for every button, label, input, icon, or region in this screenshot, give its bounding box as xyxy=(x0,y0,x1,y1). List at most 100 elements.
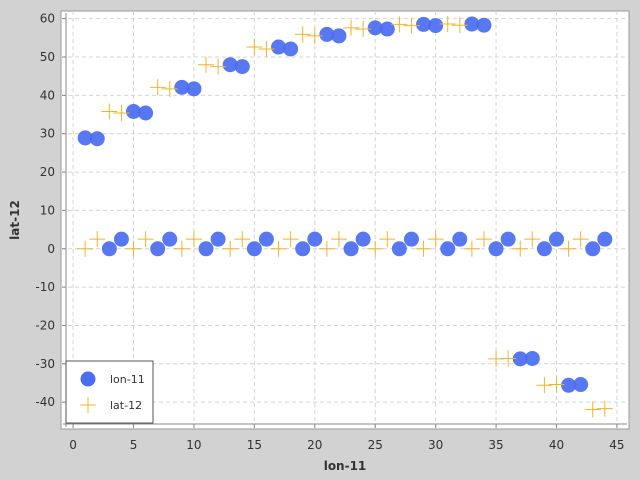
data-point xyxy=(185,231,202,248)
y-tick-label: 30 xyxy=(40,127,55,141)
data-point xyxy=(391,16,408,33)
data-point xyxy=(524,231,541,248)
y-tick-label: 40 xyxy=(40,88,55,102)
data-point xyxy=(270,240,287,257)
x-tick-label: 0 xyxy=(69,438,77,452)
y-axis-label: lat-12 xyxy=(8,200,22,240)
data-point xyxy=(428,18,444,34)
data-point xyxy=(246,241,262,257)
data-point xyxy=(137,231,154,248)
data-point xyxy=(585,241,601,257)
x-axis-ticks: 0 5 10 15 20 25 30 35 40 45 xyxy=(69,424,625,452)
series-lon-11 xyxy=(77,16,613,393)
data-point xyxy=(512,240,529,257)
grid-lines xyxy=(61,11,629,429)
data-point xyxy=(403,17,420,34)
data-point xyxy=(440,241,456,257)
y-tick-label: -10 xyxy=(35,280,55,294)
data-point xyxy=(391,241,407,257)
y-tick-label: -30 xyxy=(35,357,55,371)
data-point xyxy=(319,26,335,42)
data-point xyxy=(138,105,154,121)
legend-label: lat-12 xyxy=(110,399,142,412)
legend: lon-11 lat-12 xyxy=(65,360,154,424)
data-point xyxy=(560,240,577,257)
data-point xyxy=(198,241,214,257)
data-point xyxy=(101,241,117,257)
data-point xyxy=(524,350,540,366)
x-tick-label: 25 xyxy=(368,438,383,452)
x-tick-label: 40 xyxy=(549,438,564,452)
data-point xyxy=(234,59,250,75)
y-tick-label: 0 xyxy=(47,242,55,256)
x-axis-label: lon-11 xyxy=(324,459,367,473)
data-point xyxy=(283,41,299,57)
data-point xyxy=(464,16,480,32)
data-point xyxy=(451,17,468,34)
y-tick-label: 10 xyxy=(40,203,55,217)
data-point xyxy=(427,231,444,248)
y-axis-ticks: -40 -30 -20 -10 0 10 20 30 40 50 60 xyxy=(35,12,66,409)
data-point xyxy=(331,28,347,44)
data-point xyxy=(282,231,299,248)
data-point xyxy=(318,240,335,257)
data-point xyxy=(210,58,227,75)
data-point xyxy=(379,231,396,248)
data-point xyxy=(367,240,384,257)
data-point xyxy=(150,241,166,257)
data-points xyxy=(77,16,613,418)
data-point xyxy=(476,17,492,33)
data-point xyxy=(222,57,238,73)
data-point xyxy=(500,350,517,367)
data-point xyxy=(258,231,274,247)
data-point xyxy=(488,241,504,257)
data-point xyxy=(463,240,480,257)
legend-item: lat-12 xyxy=(80,397,142,413)
data-point xyxy=(222,240,239,257)
data-point xyxy=(125,240,142,257)
data-point xyxy=(246,39,263,56)
x-tick-label: 45 xyxy=(609,438,624,452)
data-point xyxy=(355,21,372,38)
data-point xyxy=(561,377,577,393)
data-point xyxy=(512,351,528,367)
data-point xyxy=(295,241,311,257)
data-point xyxy=(294,26,311,43)
data-point xyxy=(343,241,359,257)
data-point xyxy=(113,231,129,247)
data-point xyxy=(77,240,94,257)
data-point xyxy=(330,231,347,248)
data-point xyxy=(113,105,130,122)
axes xyxy=(63,13,627,427)
data-point xyxy=(234,231,251,248)
x-tick-label: 35 xyxy=(488,438,503,452)
series-lat-12 xyxy=(77,16,613,418)
x-tick-label: 5 xyxy=(130,438,138,452)
data-point xyxy=(174,79,190,95)
x-tick-label: 10 xyxy=(186,438,201,452)
data-point xyxy=(162,231,178,247)
data-point xyxy=(596,400,613,417)
data-point xyxy=(536,241,552,257)
data-point xyxy=(548,231,564,247)
data-point xyxy=(126,103,142,119)
data-point xyxy=(101,103,118,120)
data-point xyxy=(307,231,323,247)
data-point xyxy=(584,401,601,418)
data-point xyxy=(77,130,93,146)
x-tick-label: 20 xyxy=(307,438,322,452)
data-point xyxy=(149,79,166,96)
y-tick-label: 20 xyxy=(40,165,55,179)
x-tick-label: 15 xyxy=(247,438,262,452)
data-point xyxy=(306,27,323,44)
data-point xyxy=(379,21,395,37)
y-tick-label: -40 xyxy=(35,395,55,409)
data-point xyxy=(173,240,190,257)
data-point xyxy=(597,231,613,247)
data-point xyxy=(198,56,215,73)
data-point xyxy=(536,377,553,394)
legend-item: lon-11 xyxy=(80,371,145,387)
data-point xyxy=(355,231,371,247)
data-point xyxy=(439,16,456,33)
